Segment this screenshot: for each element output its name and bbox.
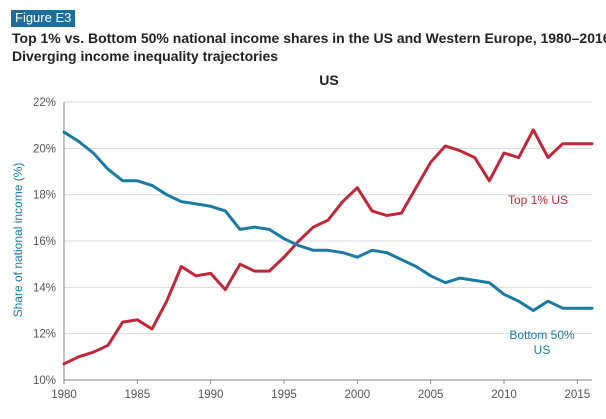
series-line-bottom-50-us [62, 130, 594, 312]
figure-title-line-2: Diverging income inequality trajectories [12, 48, 279, 64]
y-axis-label: Share of national income (%) [11, 163, 25, 318]
y-tick-label: 10% [33, 375, 56, 387]
series-layer [62, 128, 594, 366]
x-tick-label: 1995 [271, 389, 297, 401]
series-label-bottom-50-us: Bottom 50% [509, 328, 575, 342]
x-tick-label: 2005 [418, 389, 444, 401]
x-tick-label: 2000 [345, 389, 371, 401]
x-tick-label: 2015 [565, 389, 591, 401]
y-tick-label: 14% [33, 282, 56, 294]
y-tick-label: 18% [33, 190, 56, 202]
x-tick-label: 1990 [198, 389, 224, 401]
figure-label: Figure E3 [11, 10, 76, 27]
figure-title: Top 1% vs. Bottom 50% national income sh… [12, 29, 606, 65]
y-tick-label: 22% [33, 97, 56, 109]
series-label-top-1-us: Top 1% US [508, 193, 568, 207]
y-tick-label: 20% [33, 143, 56, 155]
x-tick-label: 1985 [125, 389, 151, 401]
series-label-bottom-50-us: US [534, 343, 551, 357]
series-label-layer: Top 1% US Bottom 50%US [508, 193, 575, 357]
axis-layer: 10% 12% 14% 16% 18% 20% 22% 1980 1985 1990 1995 200… [33, 97, 592, 401]
chart-subtitle: US [319, 72, 338, 88]
figure-title-line-1: Top 1% vs. Bottom 50% national income sh… [12, 30, 606, 46]
y-tick-label: 12% [33, 329, 56, 341]
x-tick-label: 1980 [51, 389, 77, 401]
grid-layer [64, 101, 592, 335]
x-tick-label: 2010 [491, 389, 517, 401]
y-tick-label: 16% [33, 236, 56, 248]
series-line-top-1-us [62, 128, 594, 366]
